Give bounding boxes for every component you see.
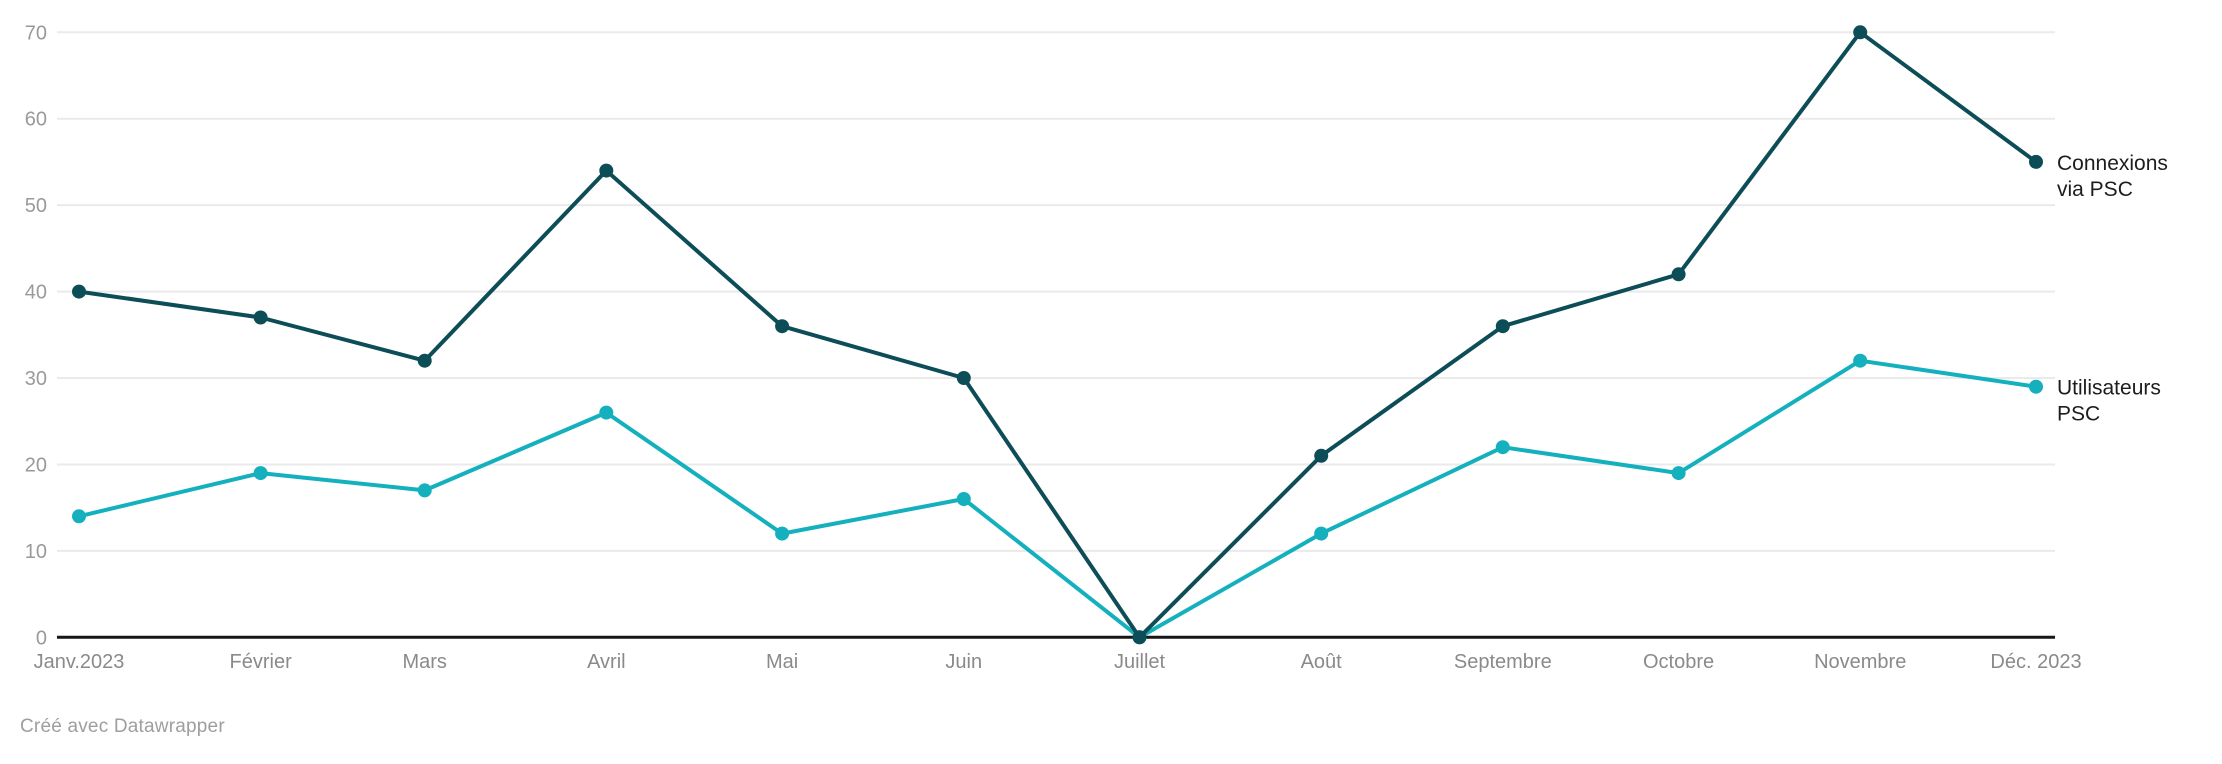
data-point: [253, 310, 268, 325]
gridlines: [57, 31, 2055, 552]
data-point: [1132, 630, 1147, 645]
svg-text:Octobre: Octobre: [1643, 651, 1714, 673]
svg-text:70: 70: [25, 22, 47, 44]
data-point: [599, 405, 614, 420]
series-line: [77, 30, 2038, 640]
data-point: [417, 353, 432, 368]
svg-text:Mai: Mai: [766, 651, 798, 673]
data-point: [2029, 379, 2043, 394]
data-point: [1671, 466, 1686, 481]
svg-text:0: 0: [36, 627, 47, 649]
data-point: [1853, 353, 1868, 368]
svg-text:Déc. 2023: Déc. 2023: [1990, 651, 2081, 673]
data-point: [775, 319, 790, 334]
series-direct-label: Utilisateurs PSC: [2057, 377, 2161, 426]
svg-text:Mars: Mars: [402, 651, 446, 673]
svg-text:Connexions: Connexions: [2057, 152, 2168, 175]
data-point: [599, 163, 614, 178]
svg-text:50: 50: [25, 195, 47, 217]
series-1: [72, 25, 2043, 645]
data-point: [956, 371, 971, 385]
data-point: [1314, 526, 1329, 541]
data-point: [775, 526, 790, 541]
svg-text:Novembre: Novembre: [1814, 651, 1906, 673]
svg-text:20: 20: [25, 454, 47, 476]
svg-text:40: 40: [25, 282, 47, 304]
data-point: [956, 492, 971, 506]
data-point: [72, 284, 86, 299]
attribution: Créé avec Datawrapper: [20, 716, 225, 737]
x-axis-tick-labels: Janv.2023 Février Mars Avril Mai Juin Juillet A…: [34, 651, 2082, 673]
data-point: [1495, 440, 1510, 455]
series-direct-label: Connexions via PSC: [2057, 152, 2168, 201]
y-axis-tick-labels: 0 10 20 30 40 50 60 70: [25, 22, 47, 649]
svg-text:Août: Août: [1301, 651, 1343, 673]
svg-text:Utilisateurs: Utilisateurs: [2057, 377, 2161, 400]
svg-text:Avril: Avril: [587, 651, 626, 673]
data-point: [253, 466, 268, 481]
svg-text:30: 30: [25, 368, 47, 390]
svg-text:Février: Février: [230, 651, 293, 673]
data-point: [2029, 154, 2043, 169]
data-point: [1853, 25, 1868, 40]
series-0: [72, 353, 2043, 645]
data-point: [417, 483, 432, 498]
svg-text:PSC: PSC: [2057, 403, 2100, 426]
svg-text:Janv.2023: Janv.2023: [34, 651, 125, 673]
data-point: [1671, 267, 1686, 282]
svg-text:10: 10: [25, 541, 47, 563]
series-line: [77, 358, 2038, 640]
data-point: [72, 509, 86, 524]
svg-text:via PSC: via PSC: [2057, 178, 2133, 201]
svg-text:60: 60: [25, 109, 47, 131]
data-point: [1495, 319, 1510, 334]
svg-text:Juin: Juin: [945, 651, 982, 673]
svg-text:Juillet: Juillet: [1114, 651, 1166, 673]
svg-text:Septembre: Septembre: [1454, 651, 1552, 673]
data-point: [1314, 448, 1329, 463]
